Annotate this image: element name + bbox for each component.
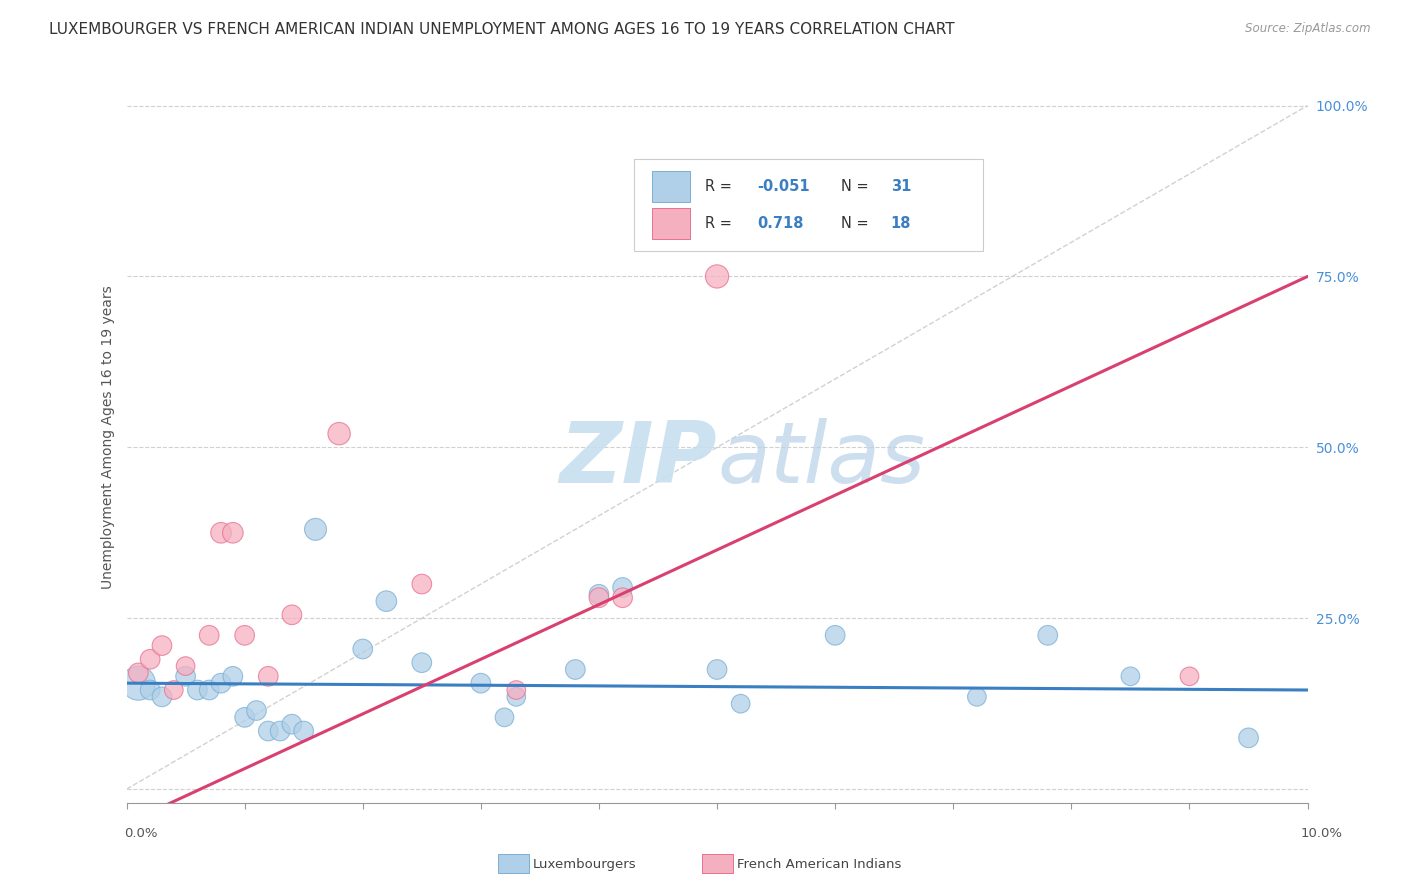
Text: R =: R = — [706, 216, 741, 231]
Point — [328, 426, 350, 441]
Point — [1237, 731, 1260, 745]
Text: 0.718: 0.718 — [758, 216, 804, 231]
FancyBboxPatch shape — [652, 171, 690, 202]
Text: Luxembourgers: Luxembourgers — [533, 858, 637, 871]
Point — [281, 717, 304, 731]
Text: 18: 18 — [890, 216, 911, 231]
Point — [233, 628, 256, 642]
Point — [127, 676, 149, 690]
Text: atlas: atlas — [717, 417, 925, 500]
Point — [1119, 669, 1142, 683]
Point — [730, 697, 752, 711]
FancyBboxPatch shape — [634, 159, 983, 251]
Point — [966, 690, 988, 704]
Point — [233, 710, 256, 724]
Point — [245, 704, 267, 718]
Point — [257, 724, 280, 739]
Text: N =: N = — [841, 178, 873, 194]
Point — [174, 669, 197, 683]
Point — [127, 665, 149, 680]
Point — [706, 663, 728, 677]
Point — [1178, 669, 1201, 683]
Point — [505, 690, 527, 704]
Point — [150, 639, 173, 653]
Point — [209, 676, 232, 690]
Point — [375, 594, 398, 608]
Point — [1036, 628, 1059, 642]
Point — [209, 525, 232, 540]
Point — [612, 581, 634, 595]
Point — [150, 690, 173, 704]
Point — [257, 669, 280, 683]
Text: 31: 31 — [890, 178, 911, 194]
Text: Source: ZipAtlas.com: Source: ZipAtlas.com — [1246, 22, 1371, 36]
Text: R =: R = — [706, 178, 737, 194]
Point — [222, 525, 245, 540]
Point — [198, 683, 221, 698]
Point — [198, 628, 221, 642]
Point — [706, 269, 728, 284]
Y-axis label: Unemployment Among Ages 16 to 19 years: Unemployment Among Ages 16 to 19 years — [101, 285, 115, 589]
Point — [292, 724, 315, 739]
Text: ZIP: ZIP — [560, 417, 717, 500]
Text: French American Indians: French American Indians — [737, 858, 901, 871]
Text: -0.051: -0.051 — [758, 178, 810, 194]
Point — [163, 683, 186, 698]
Point — [281, 607, 304, 622]
Point — [352, 642, 374, 657]
Point — [139, 652, 162, 666]
Point — [222, 669, 245, 683]
Point — [588, 587, 610, 601]
Text: LUXEMBOURGER VS FRENCH AMERICAN INDIAN UNEMPLOYMENT AMONG AGES 16 TO 19 YEARS CO: LUXEMBOURGER VS FRENCH AMERICAN INDIAN U… — [49, 22, 955, 37]
Point — [494, 710, 516, 724]
Point — [139, 683, 162, 698]
Point — [186, 683, 208, 698]
Point — [269, 724, 291, 739]
Point — [612, 591, 634, 605]
Text: 0.0%: 0.0% — [124, 827, 157, 839]
Point — [824, 628, 846, 642]
Point — [411, 656, 433, 670]
Point — [411, 577, 433, 591]
Text: N =: N = — [841, 216, 873, 231]
Text: 10.0%: 10.0% — [1301, 827, 1343, 839]
FancyBboxPatch shape — [652, 208, 690, 239]
Point — [174, 659, 197, 673]
Point — [588, 591, 610, 605]
Point — [564, 663, 586, 677]
Point — [470, 676, 492, 690]
Point — [304, 522, 326, 536]
Point — [505, 683, 527, 698]
